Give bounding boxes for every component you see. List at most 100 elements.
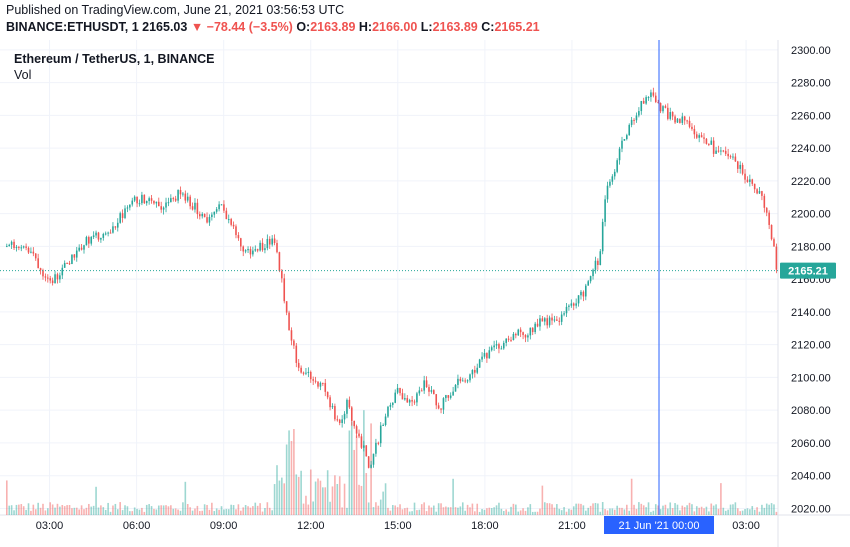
volume-bar bbox=[358, 484, 360, 515]
candle-body bbox=[133, 196, 136, 201]
candle-body bbox=[278, 252, 281, 271]
candle-body bbox=[510, 339, 512, 341]
volume-bar bbox=[394, 505, 397, 515]
volume-bar bbox=[242, 507, 245, 515]
candle-body bbox=[423, 380, 425, 391]
candle-body bbox=[592, 269, 594, 277]
volume-bar bbox=[42, 503, 44, 515]
candle-body bbox=[430, 390, 433, 392]
volume-bar bbox=[717, 508, 720, 515]
candle-body bbox=[408, 400, 411, 403]
volume-bar bbox=[420, 504, 423, 515]
volume-bar bbox=[15, 504, 18, 515]
candle-body bbox=[136, 196, 138, 204]
price-chart[interactable]: 2020.00 2040.00 2060.00 2080.00 2100.00 2120.… bbox=[0, 40, 850, 547]
y-tick-label: 2020.00 bbox=[791, 503, 831, 515]
chart-area[interactable]: 2020.00 2040.00 2060.00 2080.00 2100.00 2120.… bbox=[0, 40, 850, 547]
candle-body bbox=[664, 106, 667, 108]
candle-body bbox=[652, 92, 655, 96]
volume-bar bbox=[739, 511, 741, 515]
candle-body bbox=[474, 369, 476, 373]
volume-bar bbox=[150, 506, 153, 515]
volume-bar bbox=[157, 505, 160, 515]
volume-bar bbox=[160, 505, 162, 515]
volume-bar bbox=[18, 504, 20, 515]
candle-body bbox=[527, 335, 529, 338]
candle-body bbox=[536, 323, 539, 327]
candle-body bbox=[387, 406, 389, 417]
volume-bar bbox=[341, 507, 343, 515]
candle-body bbox=[276, 242, 278, 253]
candle-body bbox=[295, 345, 298, 363]
candle-body bbox=[143, 194, 146, 204]
volume-bar bbox=[695, 506, 698, 515]
volume-bar bbox=[710, 503, 713, 515]
candle-body bbox=[208, 216, 211, 223]
candle-body bbox=[379, 425, 382, 444]
candle-body bbox=[283, 278, 286, 302]
candle-body bbox=[401, 393, 404, 400]
candle-body bbox=[288, 312, 290, 331]
volume-bar bbox=[119, 502, 121, 515]
volume-bar bbox=[44, 510, 47, 515]
candle-body bbox=[638, 111, 640, 116]
volume-bar bbox=[744, 509, 746, 515]
candle-body bbox=[469, 374, 471, 381]
volume-bar bbox=[724, 510, 727, 515]
candle-body bbox=[589, 276, 592, 282]
volume-bar bbox=[594, 502, 597, 515]
candle-body bbox=[203, 213, 206, 218]
candle-body bbox=[44, 276, 47, 278]
volume-bar bbox=[727, 509, 729, 515]
candle-body bbox=[80, 247, 83, 250]
candle-body bbox=[389, 404, 392, 407]
volume-bar bbox=[425, 511, 428, 515]
volume-bar bbox=[483, 509, 486, 515]
volume-bar bbox=[73, 507, 76, 515]
candle-body bbox=[700, 135, 703, 138]
volume-bar bbox=[418, 509, 421, 515]
volume-bar bbox=[428, 505, 430, 515]
candle-body bbox=[667, 107, 669, 119]
candle-body bbox=[365, 445, 368, 457]
candle-body bbox=[515, 333, 517, 336]
candle-body bbox=[712, 140, 715, 154]
volume-bar bbox=[536, 511, 539, 515]
candle-body bbox=[447, 395, 450, 398]
volume-bar bbox=[114, 503, 117, 515]
candle-body bbox=[486, 353, 488, 359]
candle-body bbox=[575, 303, 577, 306]
candle-body bbox=[302, 372, 305, 374]
volume-bar bbox=[194, 508, 196, 515]
candle-body bbox=[519, 329, 522, 333]
candle-body bbox=[717, 150, 720, 152]
volume-bar bbox=[51, 504, 54, 515]
ohlc-bar: BINANCE:ETHUSDT, 1 2165.03 ▼ −78.44 (−3.… bbox=[6, 20, 540, 34]
candle-body bbox=[124, 208, 126, 218]
volume-bar bbox=[295, 474, 298, 515]
volume-bar bbox=[502, 511, 505, 515]
volume-bar bbox=[464, 510, 466, 515]
volume-bar bbox=[307, 504, 310, 515]
volume-bar bbox=[305, 495, 307, 515]
candle-body bbox=[425, 380, 428, 388]
candle-body bbox=[507, 338, 510, 340]
candle-body bbox=[609, 181, 611, 186]
volume-bar bbox=[478, 511, 481, 515]
volume-bar bbox=[469, 507, 471, 515]
candle-body bbox=[616, 160, 618, 172]
x-tick-label: 03:00 bbox=[732, 520, 760, 532]
volume-bar bbox=[355, 435, 358, 515]
volume-bar bbox=[662, 505, 664, 515]
volume-bar bbox=[319, 480, 322, 515]
volume-bar bbox=[551, 504, 553, 515]
x-tick-label: 09:00 bbox=[210, 520, 238, 532]
close-value: 2165.21 bbox=[494, 20, 540, 34]
volume-bar bbox=[758, 511, 761, 515]
candle-body bbox=[314, 380, 317, 382]
volume-bar bbox=[254, 502, 257, 515]
volume-bar bbox=[534, 511, 536, 515]
candle-body bbox=[635, 115, 638, 121]
candle-body bbox=[244, 250, 247, 252]
candle-body bbox=[710, 140, 713, 145]
